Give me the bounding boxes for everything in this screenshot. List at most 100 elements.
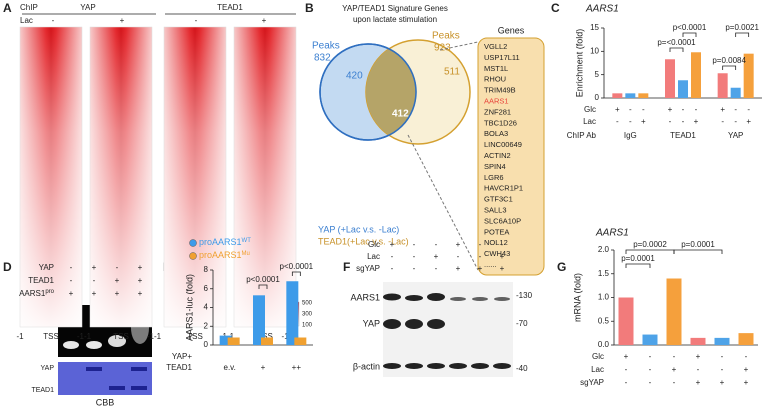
legend-marker	[189, 252, 197, 260]
blot-band	[405, 363, 423, 369]
condition-sign: -	[435, 264, 438, 273]
heatmap-axis-label: TSS	[43, 332, 59, 341]
condition-sign: -	[616, 117, 619, 126]
condition-sign: -	[625, 365, 628, 374]
y-tick-label: 5	[595, 70, 600, 79]
significance-bracket	[722, 65, 737, 70]
panel-letter: C	[551, 1, 560, 15]
venn-panel: YAP/TEAD1 Signature Genes upon lactate s…	[312, 4, 545, 276]
condition-sign: +	[744, 365, 749, 374]
condition-sign: -	[695, 105, 698, 114]
legend-label: proAARS1WT	[199, 237, 251, 247]
significance-label: p=0.0001	[681, 240, 715, 249]
significance-label: p<0.0001	[280, 262, 314, 271]
bar	[219, 335, 232, 345]
blot-band	[383, 363, 401, 369]
condition-label: Glc	[592, 352, 604, 361]
y-axis-label: AARS1-luc (fold)	[184, 274, 194, 341]
cbb-image	[58, 362, 152, 395]
condition-sign: -	[673, 378, 676, 387]
y-tick-label: 1.0	[598, 293, 610, 302]
condition-sign: +	[696, 352, 701, 361]
significance-label: p=<0.0001	[657, 38, 696, 47]
condition-sign: -	[673, 352, 676, 361]
condition-sign: +	[390, 240, 395, 249]
condition-sign: +	[720, 378, 725, 387]
significance-bracket	[673, 249, 723, 254]
blot-band	[493, 363, 511, 369]
heatmap-fade	[234, 27, 296, 327]
cbb-band	[86, 367, 102, 371]
blot-band	[405, 295, 423, 301]
condition-label: sgYAP	[580, 378, 604, 387]
condition-sign: -	[747, 105, 750, 114]
legend-label: proAARS1Mu	[199, 250, 250, 260]
condition-sign: +	[456, 264, 461, 273]
condition-sign: +	[434, 252, 439, 261]
gene-name: LINC00649	[484, 140, 522, 149]
blot-band	[383, 319, 401, 329]
blot-panel: AARS1 YAP β-actin -130 -70 -40	[350, 282, 533, 377]
y-axis-label: mRNA (fold)	[572, 273, 582, 322]
protein-label: β-actin	[353, 361, 380, 371]
category-label: TEAD1	[670, 131, 696, 140]
category-row-label: YAP+	[172, 352, 192, 361]
category-label: YAP	[728, 131, 743, 140]
group-label: TEAD1	[217, 3, 243, 12]
condition-sign: -	[457, 252, 460, 261]
condition-sign: -	[734, 105, 737, 114]
gene-name: ACTIN2	[484, 151, 511, 160]
condition-sign: -	[391, 264, 394, 273]
condition-label: Lac	[583, 117, 596, 126]
condition-label: AARS1pro	[19, 289, 55, 299]
lac-sign: -	[195, 16, 198, 25]
heatmap-frame	[89, 26, 153, 328]
gene-name: ......	[484, 260, 497, 269]
condition-sign: -	[649, 352, 652, 361]
gene-name: ZNF281	[484, 107, 511, 116]
condition-sign: +	[746, 117, 751, 126]
blot-band	[383, 293, 401, 301]
condition-sign: -	[413, 240, 416, 249]
condition-sign: +	[138, 289, 143, 298]
panel-letter: A	[3, 1, 12, 15]
condition-sign: +	[641, 117, 646, 126]
condition-sign: -	[721, 365, 724, 374]
lac-label: Lac	[20, 16, 33, 25]
condition-sign: -	[682, 117, 685, 126]
condition-sign: -	[642, 105, 645, 114]
condition-sign: -	[413, 264, 416, 273]
venn-title: YAP/TEAD1 Signature Genes	[342, 4, 448, 13]
cbb-band	[131, 386, 147, 390]
panel-letter: B	[305, 1, 314, 15]
heatmap-fade	[164, 27, 226, 327]
condition-sign: +	[138, 263, 143, 272]
condition-sign: -	[649, 378, 652, 387]
cbb-band	[109, 386, 125, 390]
condition-sign: +	[115, 276, 120, 285]
condition-sign: +	[720, 105, 725, 114]
y-tick-label: 4	[204, 303, 209, 312]
bar	[294, 337, 307, 345]
marker-label: -130	[516, 291, 533, 300]
y-tick-label: 0.5	[598, 316, 610, 325]
significance-label: p=0.0001	[621, 254, 655, 263]
blot-image	[383, 282, 513, 377]
gene-name: GTF3C1	[484, 195, 513, 204]
bar	[738, 333, 754, 345]
blot-band	[472, 297, 488, 301]
genes-title: Genes	[498, 25, 525, 35]
condition-sign: -	[721, 352, 724, 361]
condition-sign: +	[456, 240, 461, 249]
blot-band	[427, 319, 445, 329]
blot-band	[427, 363, 445, 369]
condition-sign: +	[69, 289, 74, 298]
blot-band	[427, 293, 445, 301]
band-label: TEAD1	[31, 387, 54, 394]
condition-label: Glc	[584, 105, 596, 114]
chart-title: AARS1	[585, 4, 619, 15]
significance-bracket	[735, 32, 750, 37]
bar	[227, 337, 240, 345]
gene-name: USP17L11	[484, 53, 520, 62]
